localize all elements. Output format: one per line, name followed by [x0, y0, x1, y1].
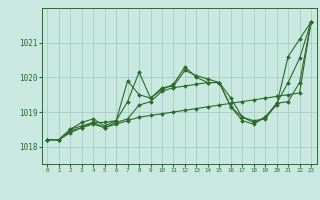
Text: Graphe pression niveau de la mer (hPa): Graphe pression niveau de la mer (hPa)	[58, 184, 262, 193]
